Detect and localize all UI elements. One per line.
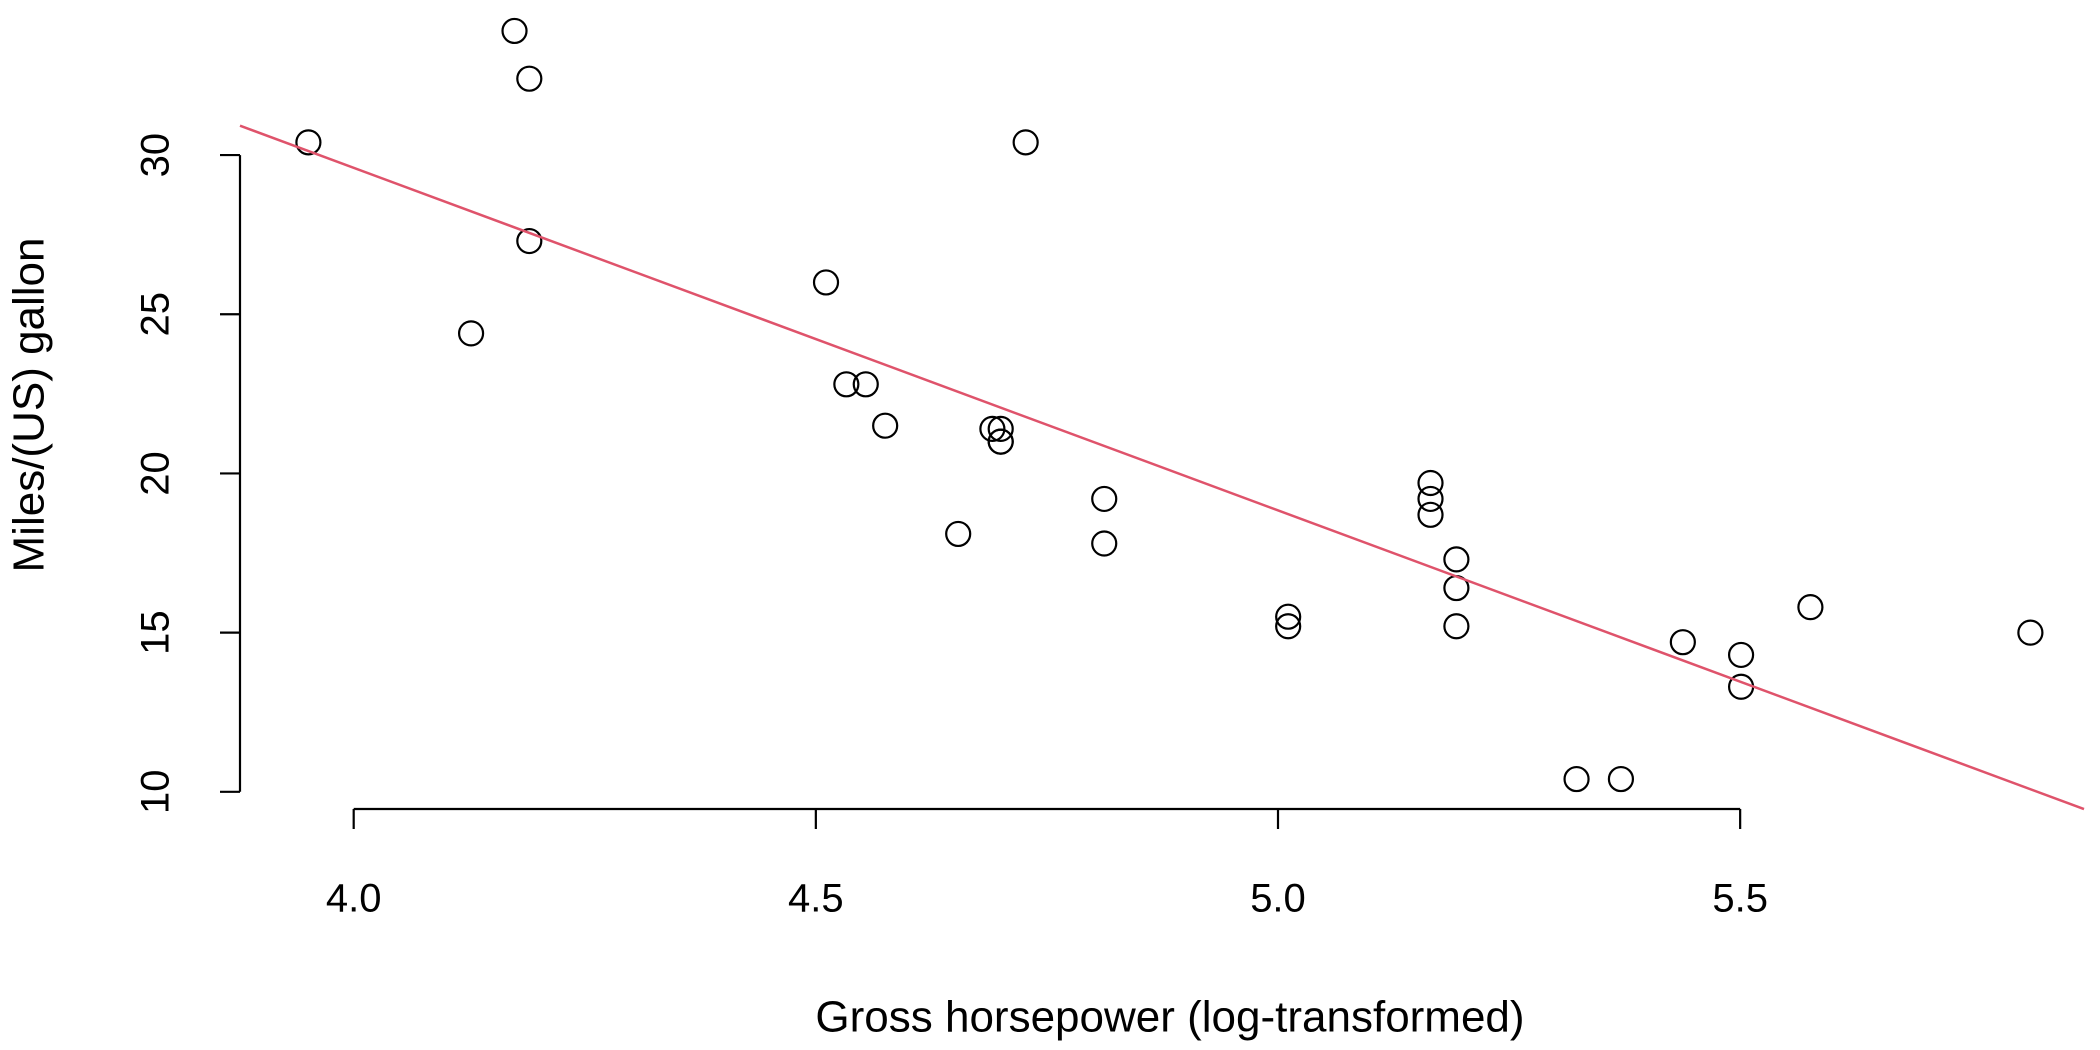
- point: [1417, 485, 1444, 513]
- point: [501, 17, 528, 45]
- point: [1607, 765, 1635, 793]
- point: [516, 65, 543, 92]
- point: [1669, 629, 1696, 656]
- point: [1012, 129, 1039, 156]
- point: [1727, 641, 1755, 669]
- point: [1275, 613, 1302, 640]
- point: [295, 129, 322, 156]
- point: [1275, 603, 1302, 630]
- y-tick-label: 30: [134, 133, 178, 178]
- point: [833, 371, 860, 398]
- x-tick-label: 5.5: [1712, 877, 1768, 921]
- point: [852, 371, 879, 398]
- y-tick-label: 10: [134, 770, 178, 815]
- point: [1417, 469, 1444, 497]
- point: [1091, 530, 1118, 557]
- x-tick-label: 4.5: [788, 877, 844, 921]
- y-tick-label: 20: [134, 451, 178, 496]
- y-tick-label: 25: [134, 292, 178, 337]
- point: [1797, 594, 1824, 621]
- point: [1091, 485, 1118, 513]
- x-axis-label: Gross horsepower (log-transformed): [815, 993, 1524, 1042]
- point: [812, 269, 840, 296]
- point: [979, 415, 1006, 442]
- point: [516, 227, 543, 255]
- point: [1417, 501, 1444, 528]
- point: [1443, 613, 1470, 640]
- point: [2017, 619, 2044, 646]
- point: [457, 320, 485, 347]
- y-axis-label: Miles/(US) gallon: [5, 238, 54, 573]
- point: [1563, 765, 1590, 793]
- fit-line: [239, 124, 2085, 811]
- point: [987, 428, 1014, 455]
- x-tick-label: 5.0: [1250, 877, 1306, 921]
- x-tick-label: 4.0: [326, 877, 382, 921]
- point: [987, 415, 1014, 442]
- point: [872, 412, 899, 439]
- y-tick-label: 15: [134, 610, 178, 655]
- point: [1443, 546, 1470, 573]
- point: [945, 520, 972, 548]
